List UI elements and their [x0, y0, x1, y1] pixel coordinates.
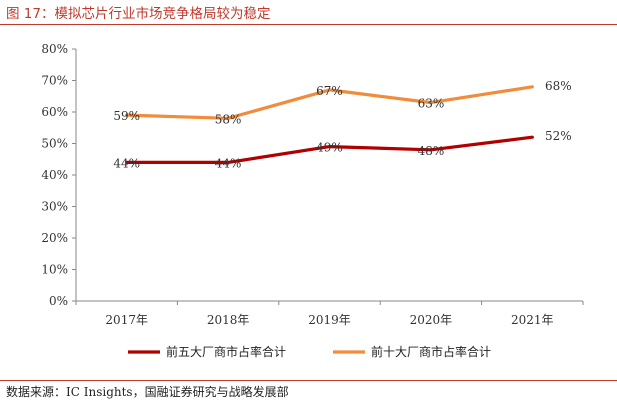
y-tick-label: 30%: [41, 200, 68, 214]
y-tick-label: 50%: [41, 137, 68, 151]
x-tick-label: 2018年: [207, 313, 250, 327]
series-line-2: [125, 85, 534, 120]
data-label: 68%: [545, 79, 572, 93]
data-label: 52%: [545, 129, 572, 143]
data-label: 63%: [418, 97, 445, 111]
y-tick-label: 0%: [49, 294, 68, 308]
x-tick-label: 2019年: [308, 313, 351, 327]
y-tick-label: 80%: [41, 42, 68, 56]
data-source: 数据来源：IC Insights，国融证券研究与战略发展部: [6, 385, 289, 399]
legend-label-2: 前十大厂商市占率合计: [371, 344, 491, 359]
title-rule: [0, 24, 617, 25]
y-tick-label: 10%: [41, 263, 68, 277]
line-chart: 0% 10% 20% 30% 40% 50% 60% 70% 80% 2017年 2018年 2019…: [41, 42, 584, 359]
y-tick-label: 70%: [41, 74, 68, 88]
source-rule: [0, 380, 617, 381]
x-tick-label: 2020年: [410, 313, 453, 327]
y-tick-label: 20%: [41, 231, 68, 245]
data-label: 44%: [215, 156, 242, 170]
x-tick-label: 2021年: [511, 313, 554, 327]
y-tick-label: 60%: [41, 105, 68, 119]
x-tick-label: 2017年: [105, 313, 148, 327]
data-label: 59%: [113, 109, 140, 123]
figure-title: 图 17：模拟芯片行业市场竞争格局较为稳定: [6, 6, 271, 22]
data-label: 44%: [113, 156, 140, 170]
data-label: 48%: [418, 144, 445, 158]
series-line-1: [125, 135, 534, 164]
data-label: 67%: [316, 84, 343, 98]
data-label: 58%: [215, 112, 242, 126]
y-tick-label: 40%: [41, 168, 68, 182]
legend-label-1: 前五大厂商市占率合计: [166, 344, 286, 359]
data-label: 49%: [316, 141, 343, 155]
